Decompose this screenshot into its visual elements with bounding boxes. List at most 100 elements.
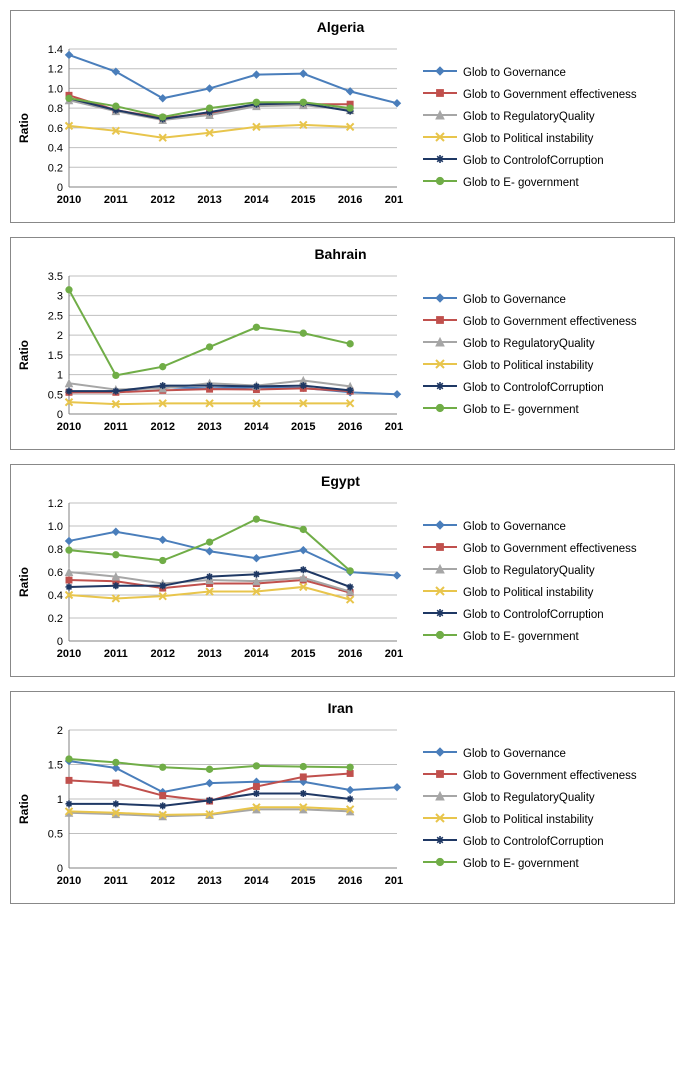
svg-text:2013: 2013 [197, 875, 221, 887]
svg-text:2011: 2011 [104, 648, 128, 660]
svg-text:0.4: 0.4 [48, 590, 63, 602]
legend-item: Glob to Government effectiveness [423, 314, 637, 329]
legend-label: Glob to Government effectiveness [463, 316, 637, 328]
svg-text:2015: 2015 [291, 648, 315, 660]
legend-item: Glob to Political instability [423, 812, 637, 827]
svg-text:1: 1 [57, 794, 63, 806]
svg-text:2015: 2015 [291, 194, 315, 206]
svg-text:0.8: 0.8 [48, 544, 63, 556]
legend: Glob to Governance Glob to Government ef… [423, 58, 637, 197]
legend-label: Glob to Government effectiveness [463, 770, 637, 782]
svg-text:0.5: 0.5 [48, 389, 63, 401]
corr-legend-icon [423, 153, 457, 168]
svg-text:2015: 2015 [291, 875, 315, 887]
legend-label: Glob to Government effectiveness [463, 89, 637, 101]
svg-text:2012: 2012 [150, 421, 174, 433]
corr-legend-icon [423, 607, 457, 622]
chart-row: Ratio00.511.522.533.52010201120122013201… [17, 268, 664, 441]
svg-text:0: 0 [57, 409, 63, 421]
legend-label: Glob to ControlofCorruption [463, 382, 604, 394]
svg-text:0.6: 0.6 [48, 123, 63, 135]
legend-label: Glob to Governance [463, 748, 566, 760]
pol-legend-icon [423, 358, 457, 373]
legend-item: Glob to ControlofCorruption [423, 607, 637, 622]
svg-text:2012: 2012 [150, 875, 174, 887]
svg-text:2010: 2010 [57, 648, 81, 660]
egov-legend-icon [423, 856, 457, 871]
reg-legend-icon [423, 563, 457, 578]
svg-text:2013: 2013 [197, 421, 221, 433]
svg-text:2013: 2013 [197, 194, 221, 206]
y-axis-label: Ratio [17, 567, 31, 597]
egov-legend-icon [423, 402, 457, 417]
reg-legend-icon [423, 336, 457, 351]
eff-legend-icon [423, 768, 457, 783]
gov-legend-icon [423, 65, 457, 80]
svg-text:2017: 2017 [385, 648, 403, 660]
svg-text:2016: 2016 [338, 648, 362, 660]
legend-label: Glob to E- government [463, 631, 579, 643]
svg-text:2010: 2010 [57, 194, 81, 206]
corr-legend-icon [423, 380, 457, 395]
chart-svg: 00.20.40.60.81.01.21.4201020112012201320… [33, 41, 403, 211]
svg-text:2011: 2011 [104, 421, 128, 433]
legend-label: Glob to Governance [463, 521, 566, 533]
eff-legend-icon [423, 314, 457, 329]
chart-plot: 00.511.522.533.5201020112012201320142015… [33, 268, 403, 441]
svg-text:2014: 2014 [244, 194, 269, 206]
legend-label: Glob to ControlofCorruption [463, 836, 604, 848]
legend-label: Glob to Political instability [463, 133, 593, 145]
svg-text:1.0: 1.0 [48, 521, 63, 533]
legend-label: Glob to Political instability [463, 814, 593, 826]
pol-legend-icon [423, 585, 457, 600]
legend-item: Glob to Governance [423, 519, 637, 534]
legend-item: Glob to Government effectiveness [423, 541, 637, 556]
legend-label: Glob to ControlofCorruption [463, 609, 604, 621]
legend-label: Glob to E- government [463, 858, 579, 870]
svg-text:0: 0 [57, 182, 63, 194]
svg-text:2010: 2010 [57, 875, 81, 887]
panel-title: Iran [328, 700, 354, 716]
legend-item: Glob to ControlofCorruption [423, 380, 637, 395]
svg-text:2017: 2017 [385, 421, 403, 433]
chart-row: Ratio00.20.40.60.81.01.22010201120122013… [17, 495, 664, 668]
panel-title: Bahrain [314, 246, 366, 262]
legend-label: Glob to Political instability [463, 587, 593, 599]
chart-svg: 00.511.522010201120122013201420152016201… [33, 722, 403, 892]
panel-title: Egypt [321, 473, 360, 489]
gov-legend-icon [423, 292, 457, 307]
svg-text:2016: 2016 [338, 421, 362, 433]
svg-text:0.8: 0.8 [48, 103, 63, 115]
legend-item: Glob to Government effectiveness [423, 768, 637, 783]
chart-row: Ratio00.20.40.60.81.01.21.42010201120122… [17, 41, 664, 214]
legend-label: Glob to RegulatoryQuality [463, 565, 595, 577]
y-axis-label: Ratio [17, 340, 31, 370]
legend-item: Glob to Government effectiveness [423, 87, 637, 102]
svg-text:1.5: 1.5 [48, 350, 63, 362]
eff-legend-icon [423, 87, 457, 102]
legend: Glob to Governance Glob to Government ef… [423, 285, 637, 424]
svg-text:0.2: 0.2 [48, 162, 63, 174]
svg-text:3: 3 [57, 291, 63, 303]
legend-label: Glob to E- government [463, 404, 579, 416]
legend-item: Glob to Political instability [423, 358, 637, 373]
legend-label: Glob to RegulatoryQuality [463, 111, 595, 123]
svg-text:2016: 2016 [338, 875, 362, 887]
svg-text:0.2: 0.2 [48, 613, 63, 625]
legend-label: Glob to Governance [463, 67, 566, 79]
svg-text:1.5: 1.5 [48, 760, 63, 772]
legend-item: Glob to Political instability [423, 585, 637, 600]
svg-text:0.4: 0.4 [48, 143, 63, 155]
svg-text:2014: 2014 [244, 421, 269, 433]
svg-text:1.0: 1.0 [48, 83, 63, 95]
svg-text:2: 2 [57, 725, 63, 737]
svg-text:2011: 2011 [104, 875, 128, 887]
chart-row: Ratio00.511.5220102011201220132014201520… [17, 722, 664, 895]
svg-text:2012: 2012 [150, 648, 174, 660]
svg-text:1: 1 [57, 370, 63, 382]
legend-item: Glob to E- government [423, 175, 637, 190]
y-axis-label: Ratio [17, 794, 31, 824]
legend-item: Glob to ControlofCorruption [423, 834, 637, 849]
legend-item: Glob to Governance [423, 65, 637, 80]
chart-panel: IranRatio00.511.522010201120122013201420… [10, 691, 675, 904]
